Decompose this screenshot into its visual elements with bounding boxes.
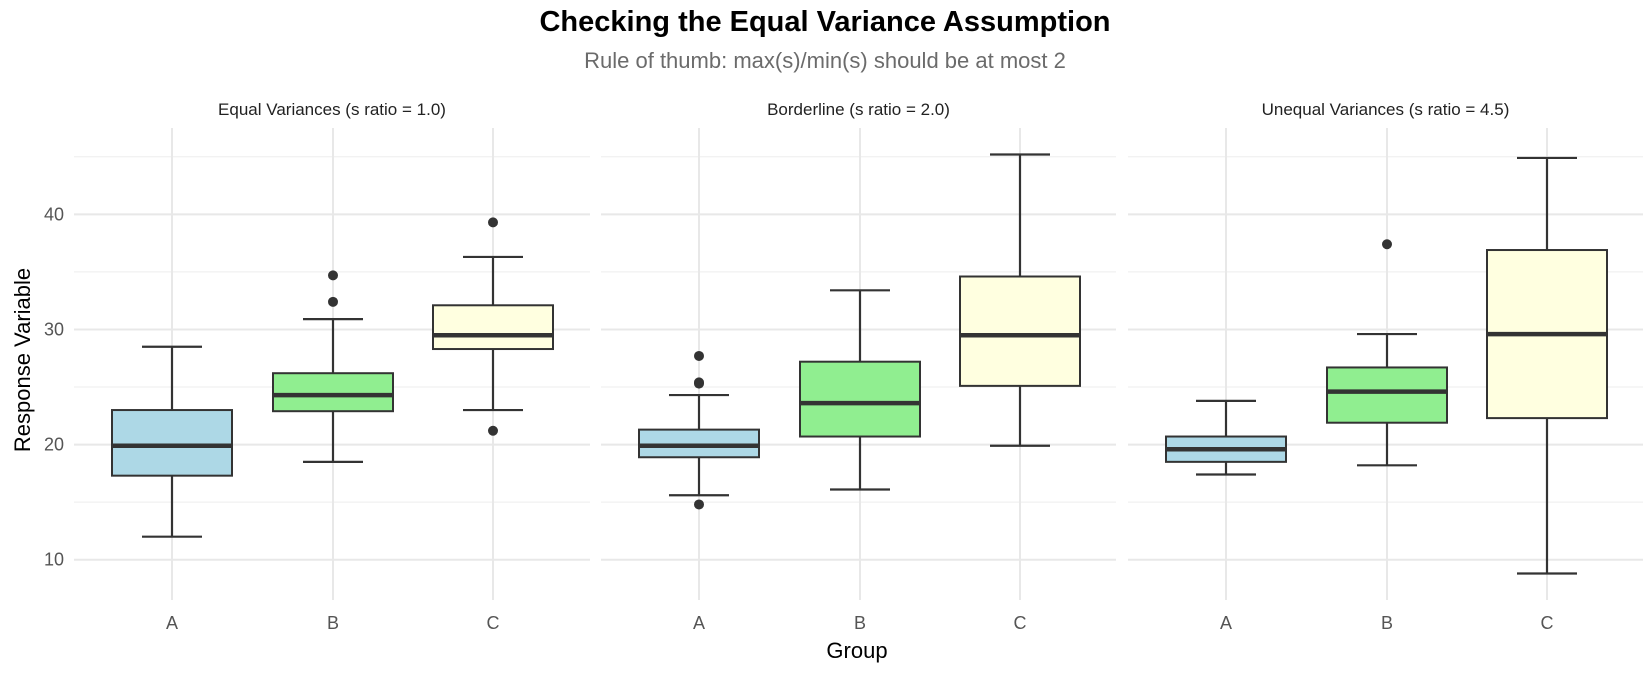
outlier-point (488, 217, 498, 228)
y-tick-label: 10 (44, 550, 64, 570)
outlier-point (1382, 239, 1392, 250)
box-layer (111, 153, 1608, 575)
outlier-point (328, 296, 338, 307)
chart-subtitle: Rule of thumb: max(s)/min(s) should be a… (584, 48, 1066, 73)
box-iqr (1326, 366, 1448, 424)
outlier-point (694, 350, 704, 361)
y-tick-label: 30 (44, 319, 64, 339)
x-tick-label: C (487, 613, 500, 633)
panel-strip-label: Unequal Variances (s ratio = 4.5) (1262, 100, 1510, 119)
box-iqr (432, 304, 554, 351)
outlier-point (694, 499, 704, 510)
x-tick-label: A (166, 613, 178, 633)
panel-strip-label: Borderline (s ratio = 2.0) (767, 100, 950, 119)
box-iqr (638, 428, 760, 459)
box-iqr (799, 360, 921, 438)
chart-title: Checking the Equal Variance Assumption (539, 6, 1111, 38)
x-tick-label: A (1220, 613, 1232, 633)
x-tick-label: B (1381, 613, 1393, 633)
outlier-point (694, 377, 704, 388)
x-tick-label: C (1541, 613, 1554, 633)
box-iqr (272, 372, 394, 413)
x-tick-label: B (854, 613, 866, 633)
panel-strip-label: Equal Variances (s ratio = 1.0) (218, 100, 446, 119)
y-axis-title: Response Variable (10, 268, 35, 452)
label-layer: 10 20 30 40 Equal Variances (s ratio = 1.0) A… (44, 100, 1554, 633)
x-axis-title: Group (826, 638, 887, 663)
y-tick-label: 40 (44, 204, 64, 224)
x-tick-label: A (693, 613, 705, 633)
y-tick-label: 20 (44, 435, 64, 455)
box-iqr (959, 275, 1081, 387)
outlier-point (488, 425, 498, 436)
box-iqr (111, 409, 233, 477)
outlier-point (328, 270, 338, 281)
x-tick-label: C (1014, 613, 1027, 633)
x-tick-label: B (327, 613, 339, 633)
